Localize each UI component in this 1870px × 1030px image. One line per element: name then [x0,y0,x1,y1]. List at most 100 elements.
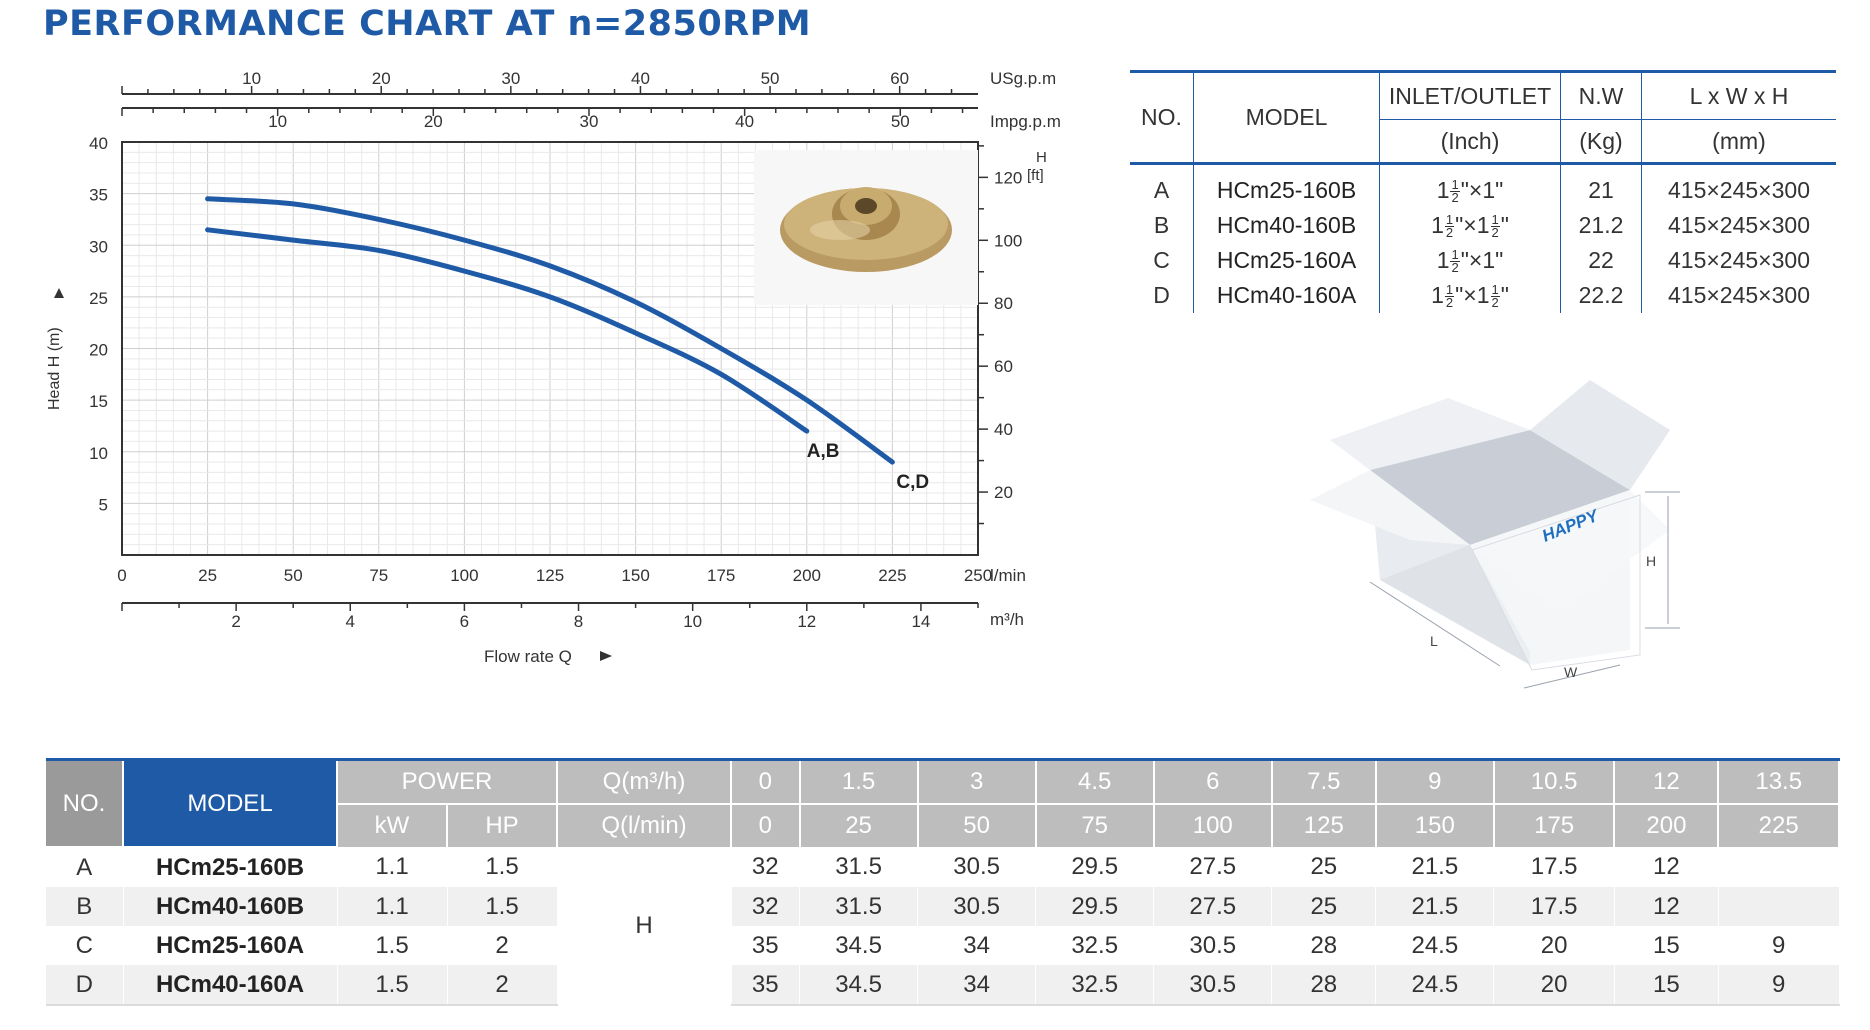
spec-dims: 415×245×300 [1641,163,1836,208]
perf-q-m3h-value: 6 [1153,758,1273,805]
ft-tick-label: 20 [994,483,1013,502]
y-tick-label: 30 [89,237,108,256]
packing-box-illustration: HAPPY H L W [1310,380,1680,689]
x-axis-label: Flow rate Q [484,647,572,666]
spec-no: A [1153,177,1170,203]
spec-nw: 21 [1560,163,1642,208]
perf-q-lmin-value: 0 [731,804,801,847]
ft-tick-label: 80 [994,294,1013,313]
perf-kw: 1.1 [337,847,448,887]
perf-kw-header: kW [337,804,448,847]
plot-frame [121,141,979,556]
spec-inlet-header: INLET/OUTLET [1379,70,1561,120]
perf-h-value: 12 [1614,847,1719,887]
impgpm-tick-label: 10 [268,112,287,131]
x-unit-label: l/min [990,566,1026,585]
spec-nw-header: N.W [1560,70,1642,120]
perf-h-value: 35 [731,926,801,965]
perf-hp: 1.5 [447,847,558,887]
spec-inlet-outlet: 1 1 2 "×1" [1379,163,1561,208]
perf-h-value: 12 [1614,887,1719,926]
x-tick-label: 25 [198,566,217,585]
perf-q-m3h-value: 4.5 [1035,758,1155,805]
y-tick-label: 5 [99,495,108,514]
m3h-tick-label: 14 [911,612,930,631]
y-axis-arrow-icon [54,288,64,298]
perf-h-value: 30.5 [1153,926,1273,965]
impgpm-tick-label: 30 [580,112,599,131]
impgpm-tick-label: 40 [735,112,754,131]
usgpm-tick-label: 10 [242,69,261,88]
perf-q-lmin-value: 75 [1035,804,1155,847]
perf-hp: 1.5 [447,887,558,926]
series-curve-ab [205,227,810,434]
perf-row: B HCm40-160B 1.1 1.5 32 31.5 30.5 29.5 27.5 25 21.… [46,887,1840,926]
perf-h-value: 31.5 [799,847,919,887]
series-label: A,B [807,441,840,462]
chart-axes [54,86,988,661]
y-tick-label: 35 [89,186,108,205]
perf-h-value: 25 [1271,887,1377,926]
perf-no: B [46,887,124,926]
spec-row: D HCm40-160A 1 1 2 "×1 1 2 " 22.2 415×245×300 [1130,278,1836,313]
perf-h-value: 32 [731,847,801,887]
perf-h-value [1718,887,1840,926]
perf-h-value: 27.5 [1153,847,1273,887]
perf-model: HCm25-160B [123,847,338,887]
perf-no: C [46,926,124,965]
y-tick-label: 25 [89,289,108,308]
perf-h-value: 34.5 [799,965,919,1006]
perf-q-m3h-value: 10.5 [1493,758,1616,805]
perf-q-lmin-value: 125 [1271,804,1377,847]
perf-h-value: 9 [1718,965,1840,1006]
perf-q-m3h-value: 7.5 [1271,758,1377,805]
m3h-tick-label: 8 [574,612,583,631]
performance-table: NO. MODEL POWER Q(m³/h) 0 1.5 3 4.5 6 7.5 9 10.5 12 1… [46,758,1840,1006]
perf-h-value: 35 [731,965,801,1006]
chart-series [205,196,895,465]
ft-axis-label: H [1036,149,1047,166]
x-axis-arrow-icon [600,651,612,661]
perf-h-value: 15 [1614,926,1719,965]
spec-inlet-outlet: 1 1 2 "×1 1 2 " [1379,278,1561,313]
series-curve-cd [205,196,895,465]
perf-no: D [46,965,124,1006]
spec-model: HCm25-160A [1193,243,1380,278]
perf-h-value: 28 [1271,926,1377,965]
perf-model: HCm40-160B [123,887,338,926]
perf-h-value: 21.5 [1375,847,1495,887]
impeller-photo [754,150,978,305]
perf-q-lmin-value: 175 [1493,804,1616,847]
perf-q-lmin-value: 25 [799,804,919,847]
y-tick-label: 40 [89,134,108,153]
spec-no: B [1153,212,1170,238]
perf-h-value: 32 [731,887,801,926]
perf-h-value: 30.5 [917,847,1037,887]
perf-q-lmin-value: 225 [1718,804,1840,847]
x-tick-label: 150 [621,566,649,585]
perf-h-value: 17.5 [1493,887,1615,926]
impgpm-unit-label: Impg.p.m [990,112,1061,131]
perf-h-value: 34 [917,926,1037,965]
perf-kw: 1.1 [337,887,448,926]
perf-h-value: 31.5 [799,887,919,926]
perf-h-value: 27.5 [1153,887,1273,926]
perf-model: HCm40-160A [123,965,338,1006]
ft-tick-label: 120 [994,168,1022,187]
perf-h-value: 32.5 [1035,926,1155,965]
spec-lwh-header: L x W x H [1641,70,1836,120]
x-tick-label: 125 [536,566,564,585]
perf-q-m3h-value: 9 [1375,758,1495,805]
spec-model: HCm40-160A [1193,278,1380,313]
y-tick-label: 20 [89,341,108,360]
perf-kw: 1.5 [337,926,448,965]
perf-h-value: 25 [1271,847,1377,887]
spec-no-header: NO. [1130,70,1194,165]
perf-h-label: H [557,847,732,1005]
perf-q-lmin-value: 100 [1153,804,1273,847]
y-tick-label: 15 [89,392,108,411]
page-title: PERFORMANCE CHART AT n=2850RPM [43,4,812,44]
